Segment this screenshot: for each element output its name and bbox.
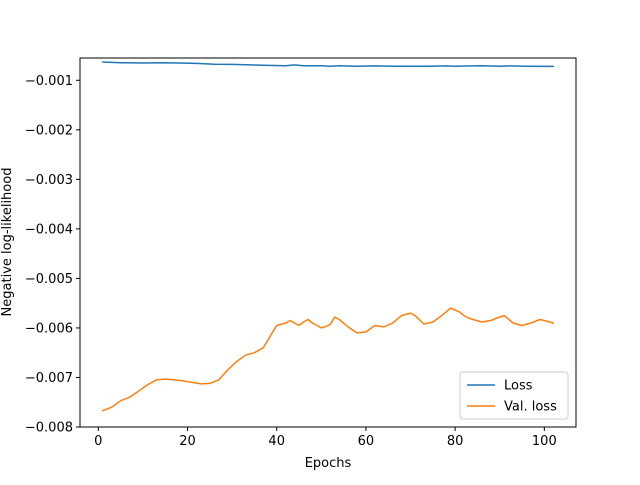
y-tick-label: −0.006 <box>25 321 73 336</box>
series-line-loss <box>101 61 555 68</box>
y-tick-label: −0.007 <box>25 371 73 386</box>
x-axis-label: Epochs <box>305 456 352 471</box>
y-tick-label: −0.003 <box>25 173 73 188</box>
y-tick-label: −0.002 <box>25 123 73 138</box>
plot-frame <box>79 57 577 428</box>
legend-label: Loss <box>504 379 533 394</box>
legend-label: Val. loss <box>504 400 557 415</box>
x-tick-label: 40 <box>268 434 285 449</box>
y-axis: −0.008 −0.007 −0.006 −0.005 −0.004 −0.003 −0.0… <box>25 74 80 436</box>
y-tick-label: −0.008 <box>25 421 73 436</box>
legend-box <box>459 371 569 420</box>
series-layer <box>101 61 555 412</box>
x-tick-label: 60 <box>358 434 375 449</box>
y-tick-label: −0.004 <box>25 222 73 237</box>
x-tick-label: 0 <box>94 434 102 449</box>
x-axis: 0 20 40 60 80 100 <box>94 427 557 449</box>
series-line-val-loss <box>101 307 555 412</box>
x-tick-label: 100 <box>532 434 557 449</box>
x-tick-label: 20 <box>179 434 196 449</box>
y-tick-label: −0.001 <box>25 74 73 89</box>
y-axis-label: Negative log-likelihood <box>0 168 15 317</box>
y-tick-label: −0.005 <box>25 272 73 287</box>
legend: Loss Val. loss <box>459 371 569 420</box>
x-tick-label: 80 <box>447 434 464 449</box>
